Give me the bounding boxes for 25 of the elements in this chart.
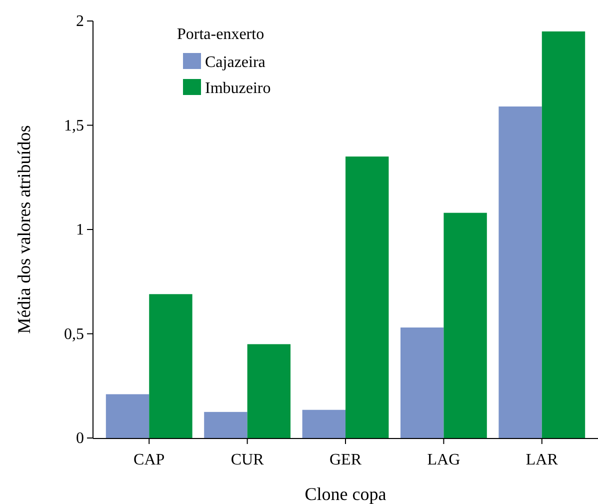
x-tick-label: LAR [526, 452, 558, 469]
x-tick-label: LAG [427, 452, 461, 469]
bar [498, 106, 542, 438]
x-axis-title: Clone copa [304, 484, 386, 504]
bar [106, 394, 150, 438]
bar [149, 294, 192, 438]
bar [444, 212, 487, 438]
legend-label: Cajazeira [205, 54, 266, 71]
y-tick-label: 2 [76, 13, 84, 30]
y-tick-label: 1,5 [64, 117, 84, 134]
bar [247, 344, 291, 438]
legend-title: Porta-enxerto [177, 26, 264, 43]
bar [542, 31, 586, 438]
y-axis-title: Média dos valores atribuídos [14, 125, 34, 334]
x-tick-label: CUR [230, 452, 264, 469]
x-tick-label: CAP [134, 452, 165, 469]
bar [204, 412, 248, 438]
bar [400, 327, 444, 438]
y-tick-label: 0,5 [64, 326, 84, 343]
legend-label: Imbuzeiro [205, 80, 271, 97]
x-tick-label: GER [330, 452, 362, 469]
y-tick-label: 1 [76, 222, 84, 239]
y-tick-label: 0 [76, 430, 84, 448]
bar [302, 410, 346, 438]
bar [346, 156, 389, 438]
